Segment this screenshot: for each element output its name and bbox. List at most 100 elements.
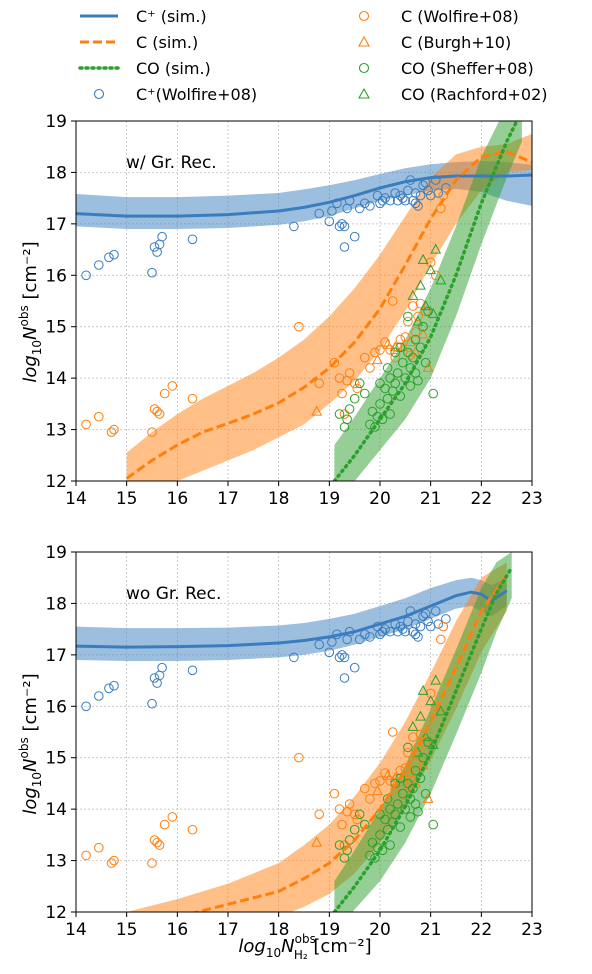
obs-point xyxy=(314,378,325,389)
obs-point xyxy=(385,804,395,814)
obs-point xyxy=(382,769,394,780)
obs-point xyxy=(398,193,408,203)
obs-point xyxy=(352,383,363,394)
series-line-co xyxy=(332,121,519,481)
obs-point xyxy=(410,334,421,345)
y-tick-label: 12 xyxy=(45,472,67,492)
obs-point xyxy=(398,624,408,634)
obs-point xyxy=(187,393,198,404)
obs-point xyxy=(377,195,388,206)
obs-point xyxy=(360,198,370,209)
obs-point xyxy=(398,788,408,799)
obs-point xyxy=(403,316,413,327)
obs-point xyxy=(334,409,345,419)
obs-cplus-wolfire xyxy=(81,606,451,712)
obs-point xyxy=(395,773,406,784)
obs-point xyxy=(147,858,157,868)
obs-point xyxy=(370,853,380,863)
obs-point xyxy=(400,332,411,342)
band-cplus xyxy=(76,577,507,661)
obs-point xyxy=(382,393,393,404)
obs-point xyxy=(187,234,198,245)
obs-point xyxy=(395,334,406,345)
obs-point xyxy=(349,393,360,404)
obs-point xyxy=(425,688,436,699)
obs-point xyxy=(418,321,428,332)
obs-point xyxy=(152,406,162,417)
obs-point xyxy=(344,368,355,378)
obs-point xyxy=(420,357,431,368)
obs-point xyxy=(314,809,325,820)
obs-point xyxy=(413,632,423,642)
obs-point xyxy=(109,680,119,691)
obs-point xyxy=(352,814,363,825)
y-tick-label: 14 xyxy=(45,800,67,820)
obs-point xyxy=(408,352,418,363)
legend-label: C (sim.) xyxy=(136,33,198,52)
obs-point xyxy=(167,812,178,822)
obs-point xyxy=(389,772,401,783)
obs-point xyxy=(349,824,360,835)
x-axis-label: log10Nobs H₂ [cm⁻²] xyxy=(238,932,371,962)
obs-point xyxy=(382,363,393,373)
x-tick-label: 16 xyxy=(167,920,189,940)
obs-point xyxy=(407,289,419,300)
obs-point xyxy=(377,414,388,425)
obs-point xyxy=(404,336,416,347)
legend-entry-left-2: CO (sim.) xyxy=(78,59,211,78)
obs-point xyxy=(149,242,160,252)
obs-point xyxy=(436,634,446,645)
tick-labels: 14 15 16 17 18 19 20 21 22 23 12 13 14 15 16 17 18 19 xyxy=(45,112,542,509)
obs-point xyxy=(423,185,433,196)
obs-point xyxy=(360,388,370,399)
obs-point xyxy=(167,381,178,391)
x-tick-label: 23 xyxy=(521,920,543,940)
legend-label: C (Burgh+10) xyxy=(401,33,511,52)
obs-point xyxy=(385,840,395,850)
obs-point xyxy=(370,778,380,789)
obs-point xyxy=(425,257,436,268)
obs-point xyxy=(339,652,350,663)
plot-frame xyxy=(75,551,533,913)
obs-point xyxy=(311,836,323,847)
x-tick-label: 20 xyxy=(369,920,391,940)
panel-annotation: wo Gr. Rec. xyxy=(126,584,221,604)
obs-point xyxy=(417,253,429,264)
obs-point xyxy=(418,180,428,191)
x-tick-label: 21 xyxy=(420,489,442,509)
obs-point xyxy=(410,629,421,640)
obs-point xyxy=(375,399,385,409)
obs-point xyxy=(405,812,416,822)
obs-point xyxy=(159,819,170,830)
legend-label: C⁺(Wolfire+08) xyxy=(136,85,257,104)
obs-point xyxy=(109,855,119,866)
obs-point xyxy=(415,279,426,290)
obs-point xyxy=(407,720,419,731)
obs-point xyxy=(154,840,165,850)
legend-entry-right-0: C (Wolfire+08) xyxy=(358,7,519,26)
obs-point xyxy=(385,626,395,637)
obs-point xyxy=(410,198,421,209)
legend-marker-triangle xyxy=(358,35,370,47)
panel-without-grain-recombination: 14 15 16 17 18 19 20 21 22 23 12 13 14 15 16 17 18 19 wo G… xyxy=(45,543,543,940)
obs-point xyxy=(418,611,428,622)
x-tick-label: 14 xyxy=(65,920,87,940)
obs-point xyxy=(423,616,433,627)
obs-point xyxy=(430,270,441,281)
obs-point xyxy=(415,710,426,721)
obs-point xyxy=(372,354,383,365)
obs-point xyxy=(311,405,323,416)
obs-point xyxy=(289,221,299,232)
plot-area xyxy=(76,121,532,481)
obs-point xyxy=(395,822,406,832)
obs-point xyxy=(329,788,340,799)
series-line-cplus xyxy=(76,173,532,218)
obs-point xyxy=(329,357,340,368)
legend-marker-circle xyxy=(93,88,105,100)
obs-point xyxy=(390,809,401,820)
series-line-co xyxy=(332,565,514,912)
obs-point xyxy=(385,373,395,383)
obs-point xyxy=(94,411,104,422)
x-tick-label: 23 xyxy=(521,489,543,509)
